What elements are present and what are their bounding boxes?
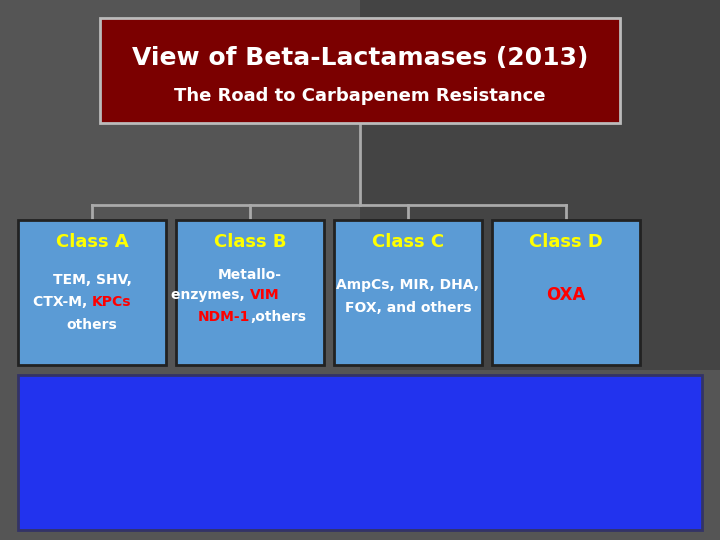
FancyBboxPatch shape xyxy=(18,375,702,530)
Text: Class A: Class A xyxy=(55,233,128,251)
Text: KPCs: KPCs xyxy=(92,295,132,309)
Text: View of Beta-Lactamases (2013): View of Beta-Lactamases (2013) xyxy=(132,46,588,70)
Text: others: others xyxy=(67,318,117,332)
Text: TEM, SHV,: TEM, SHV, xyxy=(53,273,132,287)
FancyBboxPatch shape xyxy=(492,220,640,365)
FancyBboxPatch shape xyxy=(18,220,166,365)
Text: Class B: Class B xyxy=(214,233,287,251)
FancyBboxPatch shape xyxy=(334,220,482,365)
Text: Class C: Class C xyxy=(372,233,444,251)
Polygon shape xyxy=(360,0,720,370)
Text: enzymes,: enzymes, xyxy=(171,288,250,302)
Text: Class D: Class D xyxy=(529,233,603,251)
Text: NDM-1: NDM-1 xyxy=(197,310,250,324)
Text: Metallo-: Metallo- xyxy=(218,268,282,282)
Text: OXA: OXA xyxy=(546,286,585,304)
Text: CTX-M,: CTX-M, xyxy=(33,295,92,309)
Text: FOX, and others: FOX, and others xyxy=(345,301,472,315)
Text: The Road to Carbapenem Resistance: The Road to Carbapenem Resistance xyxy=(174,87,546,105)
FancyBboxPatch shape xyxy=(176,220,324,365)
Text: VIM: VIM xyxy=(250,288,279,302)
Text: ,others: ,others xyxy=(250,310,306,324)
FancyBboxPatch shape xyxy=(100,18,620,123)
Text: AmpCs, MIR, DHA,: AmpCs, MIR, DHA, xyxy=(336,278,480,292)
